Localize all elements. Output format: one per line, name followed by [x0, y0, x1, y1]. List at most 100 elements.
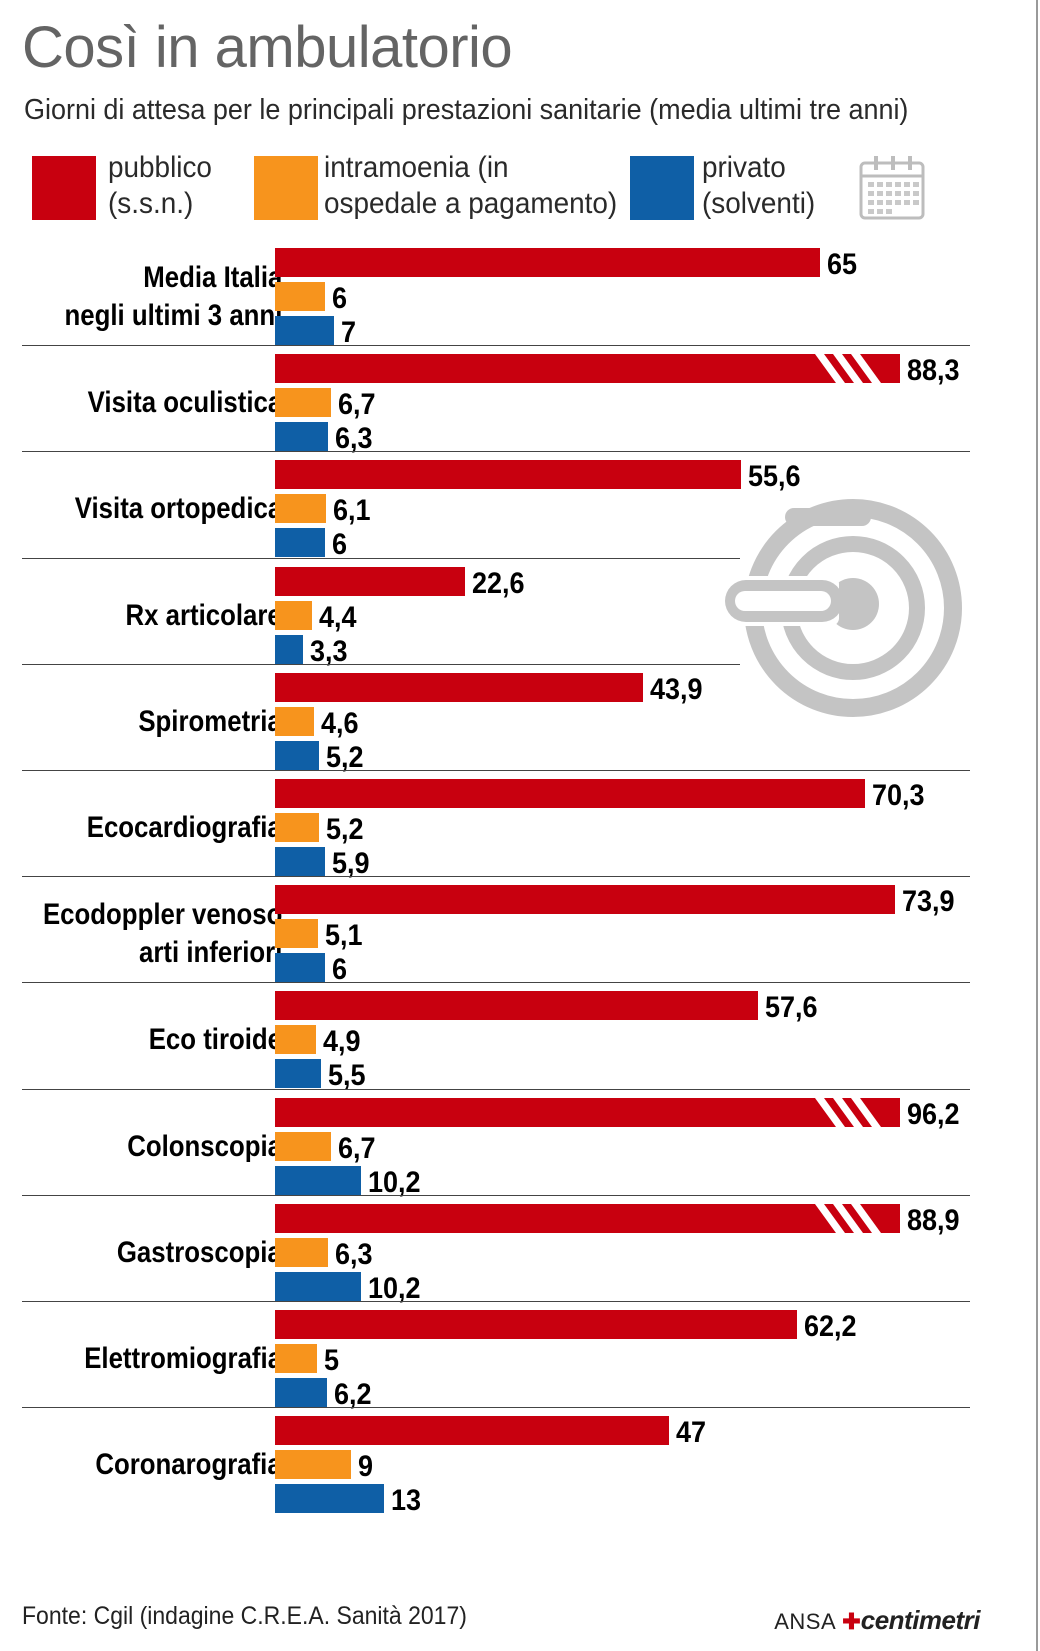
category-label-media-italia-negli-ultimi-3-anni: Media Italia negli ultimi 3 anni — [64, 261, 282, 332]
value-label-privato-ecocardiografia: 5,9 — [331, 847, 370, 880]
value-label-pubblico-ecodoppler-venoso-arti-inferiori: 73,9 — [902, 885, 955, 919]
bar-pubblico-ecodoppler-venoso-arti-inferiori — [275, 885, 896, 915]
page-subtitle: Giorni di attesa per le principali prest… — [24, 94, 909, 126]
bar-pubblico-colonscopia — [275, 1097, 900, 1127]
bar-pubblico-spirometria — [275, 672, 644, 702]
value-label-privato-gastroscopia: 10,2 — [367, 1271, 421, 1305]
value-label-pubblico-elettromiografia: 62,2 — [803, 1310, 857, 1343]
value-label-pubblico-gastroscopia: 88,9 — [907, 1203, 960, 1237]
legend-label-pubblico: pubblico (s.s.n.) — [108, 151, 212, 220]
value-label-pubblico-media-italia-negli-ultimi-3-anni: 65 — [827, 248, 858, 281]
axis-break-marker — [815, 354, 881, 384]
bar-privato-elettromiografia — [275, 1378, 328, 1407]
category-label-rx-articolare: Rx articolare — [125, 598, 282, 632]
value-label-privato-media-italia-negli-ultimi-3-anni: 7 — [340, 316, 356, 349]
category-label-eco-tiroide: Eco tiroide — [148, 1023, 282, 1057]
value-label-intramoenia-visita-ortopedica: 6,1 — [333, 494, 371, 528]
value-label-intramoenia-coronarografia: 9 — [357, 1450, 373, 1484]
row-separator — [22, 1407, 970, 1409]
value-label-intramoenia-rx-articolare: 4,4 — [318, 600, 357, 634]
bar-intramoenia-coronarografia — [275, 1450, 351, 1480]
bar-intramoenia-ecocardiografia — [275, 813, 319, 842]
category-label-ecodoppler-venoso-arti-inferiori: Ecodoppler venoso arti inferiori — [42, 898, 282, 970]
value-label-intramoenia-ecocardiografia: 5,2 — [325, 813, 364, 846]
value-label-privato-eco-tiroide: 5,5 — [328, 1059, 366, 1093]
row-separator — [22, 876, 970, 878]
bar-privato-rx-articolare — [275, 634, 303, 664]
value-label-pubblico-colonscopia: 96,2 — [907, 1097, 960, 1131]
value-label-intramoenia-spirometria: 4,6 — [320, 706, 359, 740]
legend-label-privato: privato (solventi) — [702, 151, 816, 220]
brand-name: centimetri — [860, 1605, 981, 1635]
bar-pubblico-visita-ortopedica — [275, 460, 742, 490]
bar-privato-eco-tiroide — [275, 1059, 322, 1089]
value-label-pubblico-eco-tiroide: 57,6 — [765, 991, 818, 1025]
frame-border — [1036, 0, 1038, 1651]
bar-pubblico-media-italia-negli-ultimi-3-anni — [275, 248, 821, 277]
calendar-icon — [859, 156, 925, 220]
bar-intramoenia-gastroscopia — [275, 1237, 328, 1267]
category-label-visita-ortopedica: Visita ortopedica — [74, 492, 282, 526]
value-label-privato-rx-articolare: 3,3 — [309, 634, 348, 668]
value-label-intramoenia-gastroscopia: 6,3 — [334, 1237, 373, 1271]
bar-intramoenia-elettromiografia — [275, 1344, 317, 1373]
bar-privato-visita-ortopedica — [275, 528, 326, 558]
row-separator — [22, 1088, 970, 1090]
brand-agency: ANSA — [774, 1609, 837, 1634]
category-label-coronarografia: Coronarografia — [95, 1448, 282, 1482]
bar-intramoenia-spirometria — [275, 706, 314, 736]
value-label-intramoenia-visita-oculistica: 6,7 — [338, 388, 376, 422]
value-label-pubblico-spirometria: 43,9 — [650, 672, 703, 706]
category-label-spirometria: Spirometria — [138, 704, 282, 738]
value-label-privato-elettromiografia: 6,2 — [334, 1378, 372, 1411]
bar-pubblico-ecocardiografia — [275, 779, 865, 808]
bar-pubblico-visita-oculistica — [275, 354, 900, 384]
row-separator — [22, 345, 970, 347]
bar-intramoenia-visita-ortopedica — [275, 494, 327, 524]
row-separator — [22, 982, 970, 984]
bar-pubblico-elettromiografia — [275, 1310, 797, 1339]
bar-intramoenia-media-italia-negli-ultimi-3-anni — [275, 282, 326, 311]
value-label-privato-coronarografia: 13 — [391, 1484, 422, 1518]
value-label-privato-visita-oculistica: 6,3 — [334, 422, 373, 456]
row-separator — [22, 1194, 970, 1196]
value-label-privato-ecodoppler-venoso-arti-inferiori: 6 — [332, 953, 348, 987]
legend-label-intramoenia: intramoenia (in ospedale a pagamento) — [324, 151, 618, 220]
bar-pubblico-coronarografia — [275, 1416, 670, 1446]
bar-privato-visita-oculistica — [275, 422, 328, 452]
value-label-pubblico-ecocardiografia: 70,3 — [871, 779, 925, 812]
bar-pubblico-rx-articolare — [275, 566, 465, 596]
bar-intramoenia-ecodoppler-venoso-arti-inferiori — [275, 919, 318, 949]
bar-privato-ecocardiografia — [275, 847, 325, 876]
source-note: Fonte: Cgil (indagine C.R.E.A. Sanità 20… — [22, 1602, 467, 1630]
category-label-elettromiografia: Elettromiografia — [84, 1342, 282, 1375]
bar-intramoenia-rx-articolare — [275, 600, 312, 630]
category-label-colonscopia: Colonscopia — [127, 1129, 282, 1163]
bar-privato-colonscopia — [275, 1165, 361, 1195]
axis-break-marker — [815, 1203, 881, 1233]
brand-arrow-icon: ✚ — [842, 1609, 861, 1634]
value-label-privato-visita-ortopedica: 6 — [332, 528, 348, 562]
value-label-intramoenia-elettromiografia: 5 — [323, 1344, 339, 1377]
category-label-visita-oculistica: Visita oculistica — [87, 386, 282, 420]
bar-privato-coronarografia — [275, 1484, 385, 1514]
bar-pubblico-gastroscopia — [275, 1203, 900, 1233]
bar-intramoenia-visita-oculistica — [275, 388, 332, 418]
legend-swatch-privato — [630, 156, 694, 220]
value-label-privato-spirometria: 5,2 — [325, 740, 364, 774]
row-separator — [22, 1301, 970, 1302]
row-separator — [22, 770, 970, 771]
bar-privato-media-italia-negli-ultimi-3-anni — [275, 316, 334, 345]
value-label-pubblico-rx-articolare: 22,6 — [471, 566, 525, 600]
bar-intramoenia-eco-tiroide — [275, 1025, 317, 1055]
value-label-intramoenia-ecodoppler-venoso-arti-inferiori: 5,1 — [324, 919, 363, 953]
bar-privato-ecodoppler-venoso-arti-inferiori — [275, 953, 326, 983]
bar-privato-gastroscopia — [275, 1271, 361, 1301]
row-separator — [22, 663, 740, 665]
value-label-pubblico-coronarografia: 47 — [676, 1416, 707, 1450]
category-label-gastroscopia: Gastroscopia — [117, 1235, 282, 1269]
legend-swatch-intramoenia — [254, 156, 318, 220]
category-label-ecocardiografia: Ecocardiografia — [86, 811, 282, 844]
brand-logo: ANSA ✚centimetri — [774, 1605, 980, 1636]
value-label-pubblico-visita-oculistica: 88,3 — [907, 354, 960, 388]
